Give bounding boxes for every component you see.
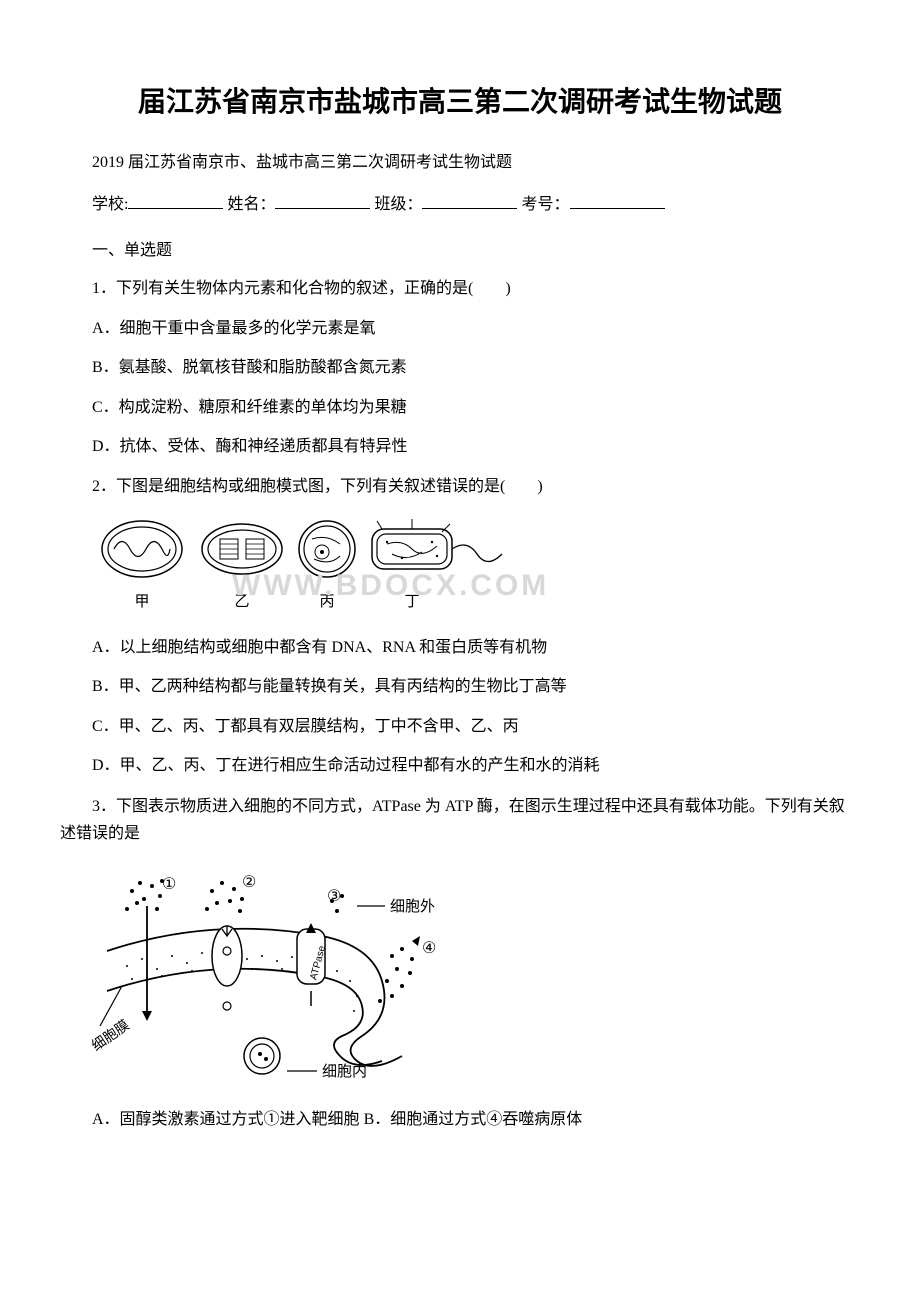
q3-option-ab: A．固醇类激素通过方式①进入靶细胞 B．细胞通过方式④吞噬病原体 [60,1107,860,1133]
q3-option-a: A．固醇类激素通过方式①进入靶细胞 [92,1111,360,1128]
q3-stem: 3．下图表示物质进入细胞的不同方式，ATPase 为 ATP 酶，在图示生理过程… [60,793,860,847]
name-blank [275,191,370,209]
class-blank [422,191,517,209]
section-header: 一、单选题 [60,236,860,260]
q3-label-4: ④ [422,940,436,957]
q3-option-b: B．细胞通过方式④吞噬病原体 [364,1111,583,1128]
school-label: 学校: [92,196,128,213]
q1-stem: 1．下列有关生物体内元素和化合物的叙述，正确的是( ) [60,276,860,302]
q2-figure: WWW.BDOCX.COM 甲 乙 丙 [92,514,860,619]
q3-label-membrane: 细胞膜 [92,1018,133,1055]
q2-option-a: A．以上细胞结构或细胞中都含有 DNA、RNA 和蛋白质等有机物 [60,635,860,661]
subtitle: 2019 届江苏省南京市、盐城市高三第二次调研考试生物试题 [60,148,860,172]
exam-no-label: 考号： [521,196,569,213]
class-label: 班级： [374,196,422,213]
q2-option-c: C．甲、乙、丙、丁都具有双层膜结构，丁中不含甲、乙、丙 [60,714,860,740]
q3-diagram-svg: ① ② ATPase ③ 细胞外 ④ [92,861,462,1091]
q3-label-3: ③ [327,888,341,905]
q1-option-c: C．构成淀粉、糖原和纤维素的单体均为果糖 [60,395,860,421]
q2-stem: 2．下图是细胞结构或细胞模式图，下列有关叙述错误的是( ) [60,474,860,500]
exam-no-blank [570,191,665,209]
q1-option-b: B．氨基酸、脱氧核苷酸和脂肪酸都含氮元素 [60,355,860,381]
q3-label-2: ② [242,874,256,891]
q3-figure: ① ② ATPase ③ 细胞外 ④ [92,861,860,1091]
q3-label-1: ① [162,876,176,893]
q1-option-a: A．细胞干重中含量最多的化学元素是氧 [60,316,860,342]
q2-diagram-svg: 甲 乙 丙 丁 [92,514,512,619]
q1-option-d: D．抗体、受体、酶和神经递质都具有特异性 [60,434,860,460]
q3-label-outside: 细胞外 [390,898,435,915]
school-blank [128,191,223,209]
page-title: 届江苏省南京市盐城市高三第二次调研考试生物试题 [60,80,860,120]
watermark: WWW.BDOCX.COM [232,569,549,603]
q2-option-d: D．甲、乙、丙、丁在进行相应生命活动过程中都有水的产生和水的消耗 [60,753,860,779]
name-label: 姓名： [227,196,275,213]
q3-label-inside: 细胞内 [322,1063,367,1080]
q2-option-b: B．甲、乙两种结构都与能量转换有关，具有丙结构的生物比丁高等 [60,674,860,700]
form-row: 学校: 姓名： 班级： 考号： [60,190,860,214]
q2-label-jia: 甲 [134,594,149,610]
